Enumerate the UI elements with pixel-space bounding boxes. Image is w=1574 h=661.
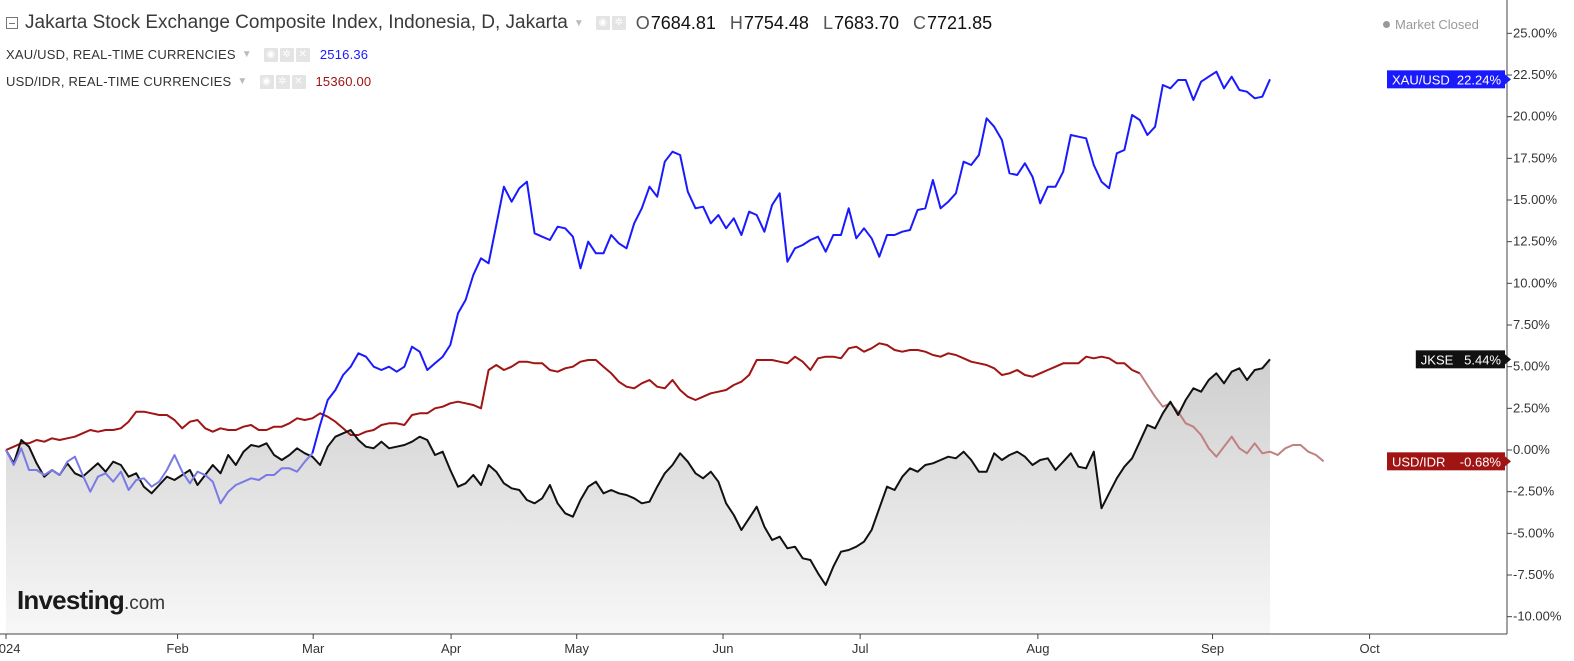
badge-value: 22.24%: [1457, 72, 1502, 87]
y-tick-label: 7.50%: [1513, 317, 1550, 332]
badge-value: 5.44%: [1464, 352, 1501, 367]
eye-icon[interactable]: ◉: [259, 74, 274, 89]
price-badges: JKSE 5.44% XAU/USD 22.24% USD/IDR -0.68%: [1387, 70, 1511, 471]
chart-header: Jakarta Stock Exchange Composite Index, …: [6, 12, 1006, 34]
badge-xauusd: XAU/USD 22.24%: [1387, 70, 1511, 89]
collapse-icon[interactable]: [6, 17, 18, 29]
y-tick-label: 5.00%: [1513, 359, 1550, 374]
chevron-down-icon[interactable]: ▼: [573, 17, 584, 29]
x-tick-label: Mar: [302, 641, 325, 656]
market-status: Market Closed: [1383, 17, 1479, 32]
ohlc-open: O7684.81: [635, 12, 716, 33]
chevron-down-icon[interactable]: ▼: [241, 49, 252, 60]
y-tick-label: 20.00%: [1513, 109, 1558, 124]
y-tick-label: 15.00%: [1513, 192, 1558, 207]
x-tick-label: Sep: [1201, 641, 1224, 656]
y-tick-label: -10.00%: [1513, 609, 1562, 624]
investing-logo: Investing.com: [17, 585, 166, 615]
gear-icon[interactable]: ✲: [611, 16, 626, 30]
eye-icon[interactable]: ◉: [595, 16, 610, 30]
y-tick-label: 17.50%: [1513, 150, 1558, 165]
y-tick-label: -7.50%: [1513, 567, 1555, 582]
close-icon[interactable]: ✕: [291, 74, 306, 89]
badge-value: -0.68%: [1460, 454, 1502, 469]
overlay-value: 15360.00: [315, 74, 372, 89]
y-tick-label: -5.00%: [1513, 525, 1555, 540]
x-tick-label: 2024: [0, 641, 20, 656]
series-lines: [5, 70, 1325, 586]
xauusd-line-faded: [5, 447, 314, 505]
usdidr-line: [5, 342, 1141, 451]
chevron-down-icon[interactable]: ▼: [237, 76, 248, 87]
x-tick-label: May: [564, 641, 589, 656]
xauusd-line: [311, 70, 1271, 454]
badge-jkse: JKSE 5.44%: [1415, 350, 1511, 369]
y-tick-label: 25.00%: [1513, 25, 1558, 40]
gear-icon[interactable]: ✲: [279, 47, 294, 62]
y-tick-label: 12.50%: [1513, 234, 1558, 249]
badge-name: USD/IDR: [1392, 454, 1445, 469]
badge-usdidr: USD/IDR -0.68%: [1387, 452, 1511, 471]
ohlc-close: C7721.85: [913, 12, 993, 33]
y-tick-label: 2.50%: [1513, 400, 1550, 415]
jkse-line: [5, 358, 1271, 586]
ohlc-high: H7754.48: [729, 12, 809, 33]
y-tick-label: -2.50%: [1513, 484, 1555, 499]
overlay-xauusd: XAU/USD, REAL-TIME CURRENCIES ▼ ◉ ✲ ✕ 25…: [6, 47, 368, 62]
x-axis-ticks: 2024 Feb Mar Apr May Jun Jul Aug Sep Oct: [0, 634, 1380, 656]
x-tick-label: Apr: [441, 641, 462, 656]
axes: [0, 0, 1508, 635]
status-dot-icon: [1383, 21, 1390, 28]
x-tick-label: Oct: [1359, 641, 1380, 656]
x-tick-label: Aug: [1026, 641, 1049, 656]
overlay-usdidr: USD/IDR, REAL-TIME CURRENCIES ▼ ◉ ✲ ✕ 15…: [6, 74, 371, 89]
badge-name: JKSE: [1421, 352, 1454, 367]
ohlc-low: L7683.70: [822, 12, 900, 33]
x-tick-label: Jun: [713, 641, 734, 656]
y-axis-ticks: 25.00% 22.50% 20.00% 17.50% 15.00% 12.50% 10.0…: [1507, 25, 1562, 624]
chart-title: Jakarta Stock Exchange Composite Index, …: [25, 12, 568, 33]
x-tick-label: Feb: [166, 641, 188, 656]
y-tick-label: 10.00%: [1513, 275, 1558, 290]
y-tick-label: 0.00%: [1513, 442, 1550, 457]
jkse-area-fill: [6, 359, 1270, 634]
y-tick-label: 22.50%: [1513, 67, 1558, 82]
badge-name: XAU/USD: [1392, 72, 1450, 87]
jkse-area: [6, 359, 1270, 634]
gear-icon[interactable]: ✲: [275, 74, 290, 89]
overlay-value: 2516.36: [319, 47, 369, 62]
eye-icon[interactable]: ◉: [263, 47, 278, 62]
close-icon[interactable]: ✕: [295, 47, 310, 62]
x-tick-label: Jul: [852, 641, 869, 656]
overlay-label: USD/IDR, REAL-TIME CURRENCIES: [6, 74, 232, 89]
overlay-label: XAU/USD, REAL-TIME CURRENCIES: [6, 47, 236, 62]
